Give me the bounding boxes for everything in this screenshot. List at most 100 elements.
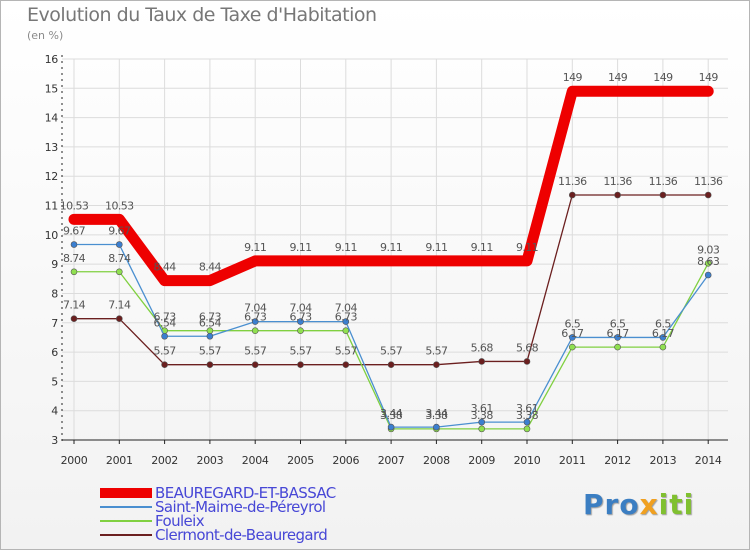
data-label-2: 6.17 (561, 327, 584, 340)
series-point-3 (387, 361, 395, 368)
data-label-3: 11.36 (603, 175, 632, 188)
data-label-2: 3.38 (516, 409, 539, 422)
data-label-0: 9.11 (425, 241, 447, 254)
y-tick-label: 12 (45, 170, 58, 183)
series-point-3 (433, 361, 440, 368)
series-point-1 (161, 332, 168, 340)
series-point-1 (568, 334, 576, 341)
data-label-1: 9.67 (63, 225, 86, 238)
x-tick-label: 2014 (695, 454, 722, 467)
data-label-1: 3.61 (516, 402, 538, 415)
data-label-1: 8.63 (697, 255, 720, 268)
data-label-3: 11.36 (694, 175, 723, 188)
y-tick-label: 6 (51, 346, 58, 359)
series-point-1 (297, 318, 304, 325)
series-point-3 (206, 361, 214, 368)
y-tick-label: 5 (51, 375, 58, 388)
series-point-3 (568, 191, 576, 199)
data-label-0: 9.11 (335, 241, 357, 254)
data-label-3: 11.36 (558, 175, 587, 188)
series-point-3 (251, 361, 259, 368)
data-label-1: 3.44 (425, 407, 448, 420)
data-label-0: 10.53 (60, 199, 89, 212)
series-point-1 (251, 318, 259, 325)
data-label-1: 6.5 (655, 317, 671, 330)
data-label-2: 6.73 (289, 311, 312, 324)
data-label-0: 9.11 (516, 241, 538, 254)
series-layer (68, 85, 714, 433)
proxiti-logo: Proxiti (583, 488, 695, 521)
data-label-3: 7.14 (108, 299, 131, 312)
data-label-0: 8.44 (154, 261, 177, 274)
data-label-0: 9.11 (244, 241, 266, 254)
data-label-1: 3.44 (380, 407, 403, 420)
grid-lines (62, 58, 728, 441)
data-label-3: 5.57 (335, 345, 358, 358)
data-label-1: 6.5 (564, 317, 580, 330)
series-point-2 (342, 327, 350, 334)
series-point-3 (70, 315, 78, 322)
y-tick-label: 14 (45, 112, 59, 125)
series-point-1 (478, 418, 486, 426)
data-label-1: 7.04 (244, 302, 267, 315)
series-point-3 (523, 358, 531, 365)
legend-swatch (100, 506, 152, 508)
x-tick-label: 2005 (287, 454, 314, 467)
series-point-2 (251, 327, 259, 334)
series-point-1 (659, 334, 667, 341)
data-label-3: 11.36 (649, 175, 678, 188)
data-label-3: 5.57 (289, 345, 312, 358)
y-tick-label: 13 (45, 141, 59, 154)
data-label-2: 8.74 (108, 252, 131, 265)
series-point-2 (614, 343, 621, 351)
series-point-1 (704, 271, 712, 279)
series-point-3 (342, 361, 350, 368)
y-tick-label: 15 (45, 82, 59, 95)
legend-label: Clermont-de-Beauregard (155, 526, 328, 544)
x-tick-label: 2010 (514, 454, 541, 467)
series-point-2 (297, 327, 304, 334)
data-label-2: 3.38 (380, 409, 403, 422)
x-tick-label: 2001 (106, 454, 133, 467)
data-label-3: 5.57 (244, 345, 267, 358)
data-label-1: 6.5 (610, 317, 626, 330)
data-label-1: 7.04 (289, 302, 312, 315)
series-point-2 (478, 425, 486, 433)
series-point-1 (523, 418, 531, 426)
x-tick-label: 2000 (61, 454, 88, 467)
data-label-1: 3.61 (471, 402, 493, 415)
data-label-3: 5.68 (516, 341, 539, 354)
data-label-0: 8.44 (199, 261, 222, 274)
series-point-3 (161, 361, 168, 368)
data-label-0: 149 (653, 71, 673, 84)
series-point-1 (116, 241, 123, 248)
data-label-2: 8.74 (63, 252, 86, 265)
data-label-3: 5.68 (471, 341, 494, 354)
data-label-1: 6.54 (154, 316, 177, 329)
data-label-3: 5.57 (425, 345, 448, 358)
legend-swatch (100, 534, 152, 536)
data-labels: 10.53 10.53 8.44 8.44 9.11 9.11 9.11 9.11 9.11 9.… (60, 71, 724, 422)
axes: 3 4 5 6 7 8 9 10 11 12 13 14 15 16 2000 2001 2002 2003 200… (45, 53, 728, 467)
data-label-1: 9.67 (108, 225, 131, 238)
series-point-2 (704, 259, 712, 267)
data-label-1: 7.04 (335, 302, 358, 315)
x-tick-label: 2007 (378, 454, 405, 467)
data-label-0: 10.53 (105, 199, 134, 212)
series-point-1 (433, 423, 440, 431)
data-label-2: 6.17 (652, 327, 675, 340)
x-tick-label: 2006 (332, 454, 359, 467)
x-tick-label: 2009 (468, 454, 495, 467)
legend-label: Saint-Maime-de-Péreyrol (155, 498, 326, 516)
x-tick-label: 2013 (650, 454, 677, 467)
data-label-3: 5.57 (154, 345, 177, 358)
y-tick-label: 8 (51, 287, 58, 300)
data-label-2: 3.38 (471, 409, 494, 422)
y-tick-label: 4 (51, 405, 58, 418)
series-point-2 (523, 425, 531, 433)
data-label-0: 149 (563, 71, 583, 84)
x-tick-label: 2004 (242, 454, 269, 467)
x-tick-label: 2008 (423, 454, 450, 467)
x-tick-label: 2002 (151, 454, 178, 467)
data-label-0: 149 (608, 71, 628, 84)
